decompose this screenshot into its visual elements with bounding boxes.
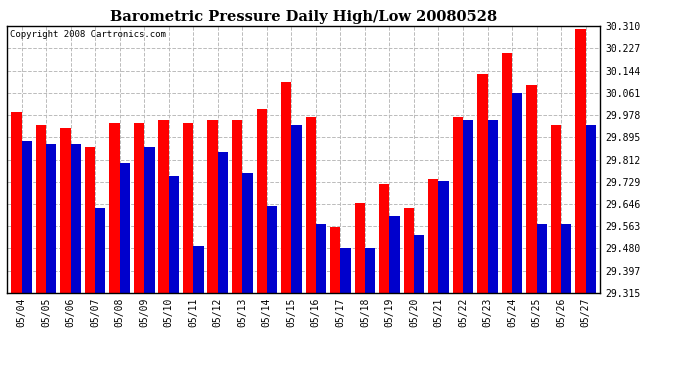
Bar (183, 123, 193, 292)
Title: Barometric Pressure Daily High/Low 20080528: Barometric Pressure Daily High/Low 20080… (110, 10, 497, 24)
Bar (110, 123, 119, 292)
Bar (144, 147, 155, 292)
Bar (537, 224, 547, 292)
Bar (355, 203, 365, 292)
Bar (242, 173, 253, 292)
Bar (340, 248, 351, 292)
Bar (85, 147, 95, 292)
Bar (586, 125, 596, 292)
Bar (159, 120, 169, 292)
Bar (502, 53, 512, 292)
Bar (438, 182, 449, 292)
Bar (60, 128, 70, 292)
Bar (70, 144, 81, 292)
Bar (169, 176, 179, 292)
Bar (561, 224, 571, 292)
Bar (453, 117, 463, 292)
Bar (134, 123, 144, 292)
Text: Copyright 2008 Cartronics.com: Copyright 2008 Cartronics.com (10, 30, 166, 39)
Bar (119, 163, 130, 292)
Bar (36, 125, 46, 292)
Bar (218, 152, 228, 292)
Bar (267, 206, 277, 292)
Bar (488, 120, 497, 292)
Bar (389, 216, 400, 292)
Bar (551, 125, 561, 292)
Bar (512, 93, 522, 292)
Bar (414, 235, 424, 292)
Bar (316, 224, 326, 292)
Bar (365, 248, 375, 292)
Bar (232, 120, 242, 292)
Bar (379, 184, 389, 292)
Bar (526, 85, 537, 292)
Bar (575, 29, 586, 292)
Bar (193, 246, 204, 292)
Bar (11, 112, 21, 292)
Bar (291, 125, 302, 292)
Bar (477, 74, 488, 292)
Bar (21, 141, 32, 292)
Bar (330, 227, 340, 292)
Bar (463, 120, 473, 292)
Bar (208, 120, 218, 292)
Bar (306, 117, 316, 292)
Bar (46, 144, 57, 292)
Bar (281, 82, 291, 292)
Bar (257, 109, 267, 292)
Bar (404, 208, 414, 292)
Bar (95, 208, 106, 292)
Bar (428, 179, 438, 292)
